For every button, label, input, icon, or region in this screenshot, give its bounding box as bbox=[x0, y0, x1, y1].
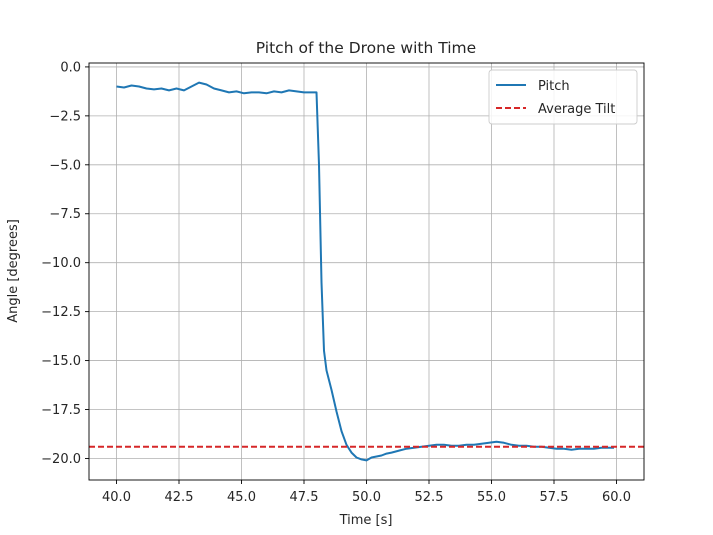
x-tick-label: 57.5 bbox=[540, 490, 569, 505]
y-tick-label: −17.5 bbox=[41, 403, 81, 418]
y-axis-ticks: 0.0 −2.5 −5.0 −7.5 −10.0 −12.5 −15.0 −17.5 −20.0 bbox=[41, 60, 89, 467]
y-tick-label: −20.0 bbox=[41, 452, 81, 467]
x-tick-label: 60.0 bbox=[602, 490, 631, 505]
y-tick-label: −7.5 bbox=[49, 207, 81, 222]
y-tick-label: 0.0 bbox=[60, 60, 81, 75]
series-layer bbox=[89, 81, 644, 462]
y-tick-label: −2.5 bbox=[49, 109, 81, 124]
legend: Pitch Average Tilt bbox=[488, 69, 638, 125]
grid-lines bbox=[89, 63, 644, 480]
y-tick-label: −12.5 bbox=[41, 305, 81, 320]
y-tick-label: −10.0 bbox=[41, 256, 81, 271]
pitch-series-line bbox=[116, 81, 614, 462]
legend-label-average-tilt: Average Tilt bbox=[538, 102, 615, 117]
x-axis-ticks: 40.0 42.5 45.0 47.5 50.0 52.5 55.0 57.5 60.0 bbox=[102, 480, 631, 505]
x-tick-label: 45.0 bbox=[227, 490, 256, 505]
x-tick-label: 55.0 bbox=[477, 490, 506, 505]
x-axis-label: Time [s] bbox=[339, 513, 393, 528]
y-tick-label: −5.0 bbox=[49, 158, 81, 173]
legend-label-pitch: Pitch bbox=[538, 79, 570, 94]
x-tick-label: 50.0 bbox=[352, 490, 381, 505]
chart-title: Pitch of the Drone with Time bbox=[256, 39, 476, 57]
x-tick-label: 47.5 bbox=[290, 490, 319, 505]
legend-box bbox=[488, 69, 638, 125]
x-tick-label: 42.5 bbox=[165, 490, 194, 505]
y-axis-label: Angle [degrees] bbox=[6, 219, 21, 323]
y-tick-label: −15.0 bbox=[41, 354, 81, 369]
x-tick-label: 52.5 bbox=[415, 490, 444, 505]
x-tick-label: 40.0 bbox=[102, 490, 131, 505]
